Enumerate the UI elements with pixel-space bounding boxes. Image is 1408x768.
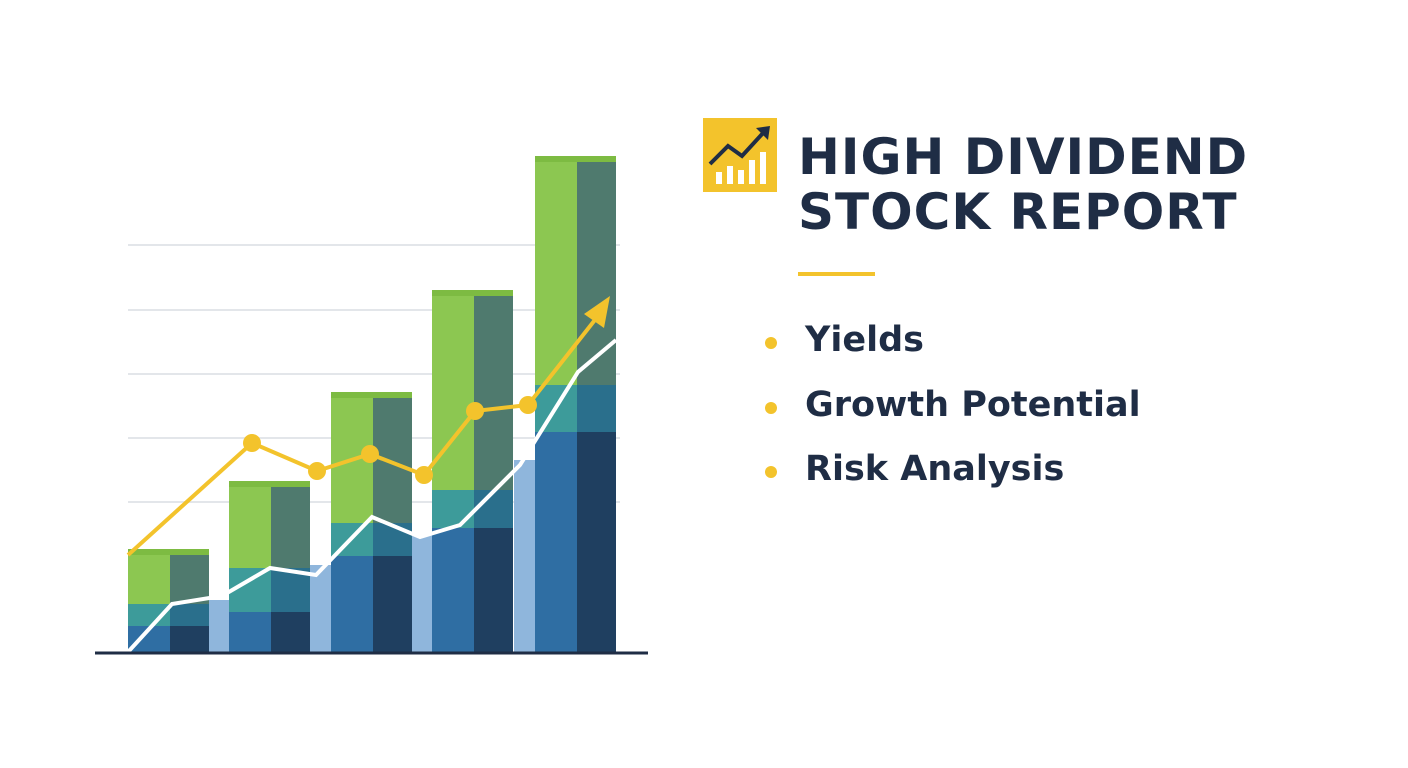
bar-top bbox=[331, 392, 412, 400]
bar-front bbox=[432, 296, 474, 490]
dot bbox=[466, 402, 484, 420]
bar-mid-side bbox=[170, 604, 209, 626]
bullet-dot bbox=[765, 337, 777, 349]
bar-mid bbox=[432, 490, 474, 528]
bullet-text: Yields bbox=[805, 320, 924, 360]
bar-front bbox=[128, 555, 170, 604]
back-bar bbox=[514, 460, 535, 652]
bar-top bbox=[535, 156, 616, 164]
arrow-head bbox=[584, 296, 610, 328]
bar-base bbox=[229, 612, 271, 652]
icon-arrow bbox=[756, 126, 770, 140]
bar-base-side bbox=[271, 612, 310, 652]
back-bar bbox=[208, 600, 229, 652]
title-line: HIGH DIVIDEND bbox=[798, 128, 1249, 186]
bar-top bbox=[128, 549, 209, 557]
bullet-text: Growth Potential bbox=[805, 385, 1141, 425]
title-underline bbox=[798, 272, 875, 276]
bars bbox=[128, 156, 616, 652]
back-bar bbox=[411, 535, 432, 652]
bullet-dot bbox=[765, 402, 777, 414]
bar-mid-side bbox=[271, 568, 310, 612]
bar-side bbox=[170, 555, 209, 604]
icon-bars bbox=[716, 152, 766, 184]
bar-mid-side bbox=[577, 385, 616, 432]
bar-base-side bbox=[474, 528, 513, 652]
bar-mid-side bbox=[373, 523, 412, 556]
trend-line bbox=[126, 338, 618, 654]
icon bbox=[703, 118, 777, 192]
bar-base bbox=[331, 556, 373, 652]
bar-side bbox=[577, 162, 616, 385]
bar-front bbox=[535, 162, 577, 385]
dot bbox=[519, 396, 537, 414]
bullet-dots bbox=[765, 337, 777, 478]
bar-top bbox=[229, 481, 310, 489]
bullet-dot bbox=[765, 466, 777, 478]
bar-top bbox=[432, 290, 513, 298]
bar-base bbox=[535, 432, 577, 652]
title-line: STOCK REPORT bbox=[798, 183, 1238, 241]
bar-front bbox=[229, 487, 271, 568]
bar-base-side bbox=[373, 556, 412, 652]
bar-side bbox=[271, 487, 310, 568]
bar-base bbox=[432, 528, 474, 652]
icon-line bbox=[708, 130, 766, 166]
bar-base-side bbox=[170, 626, 209, 652]
dot bbox=[243, 434, 261, 452]
dot bbox=[361, 445, 379, 463]
bullet-text: Risk Analysis bbox=[805, 449, 1065, 489]
dot bbox=[415, 466, 433, 484]
back-bars bbox=[208, 460, 535, 652]
bar-side bbox=[373, 398, 412, 523]
bar-base-side bbox=[577, 432, 616, 652]
back-bar bbox=[310, 565, 331, 652]
bar-side bbox=[474, 296, 513, 490]
bar-mid-side bbox=[474, 490, 513, 528]
dot bbox=[308, 462, 326, 480]
line-dots bbox=[243, 396, 537, 484]
